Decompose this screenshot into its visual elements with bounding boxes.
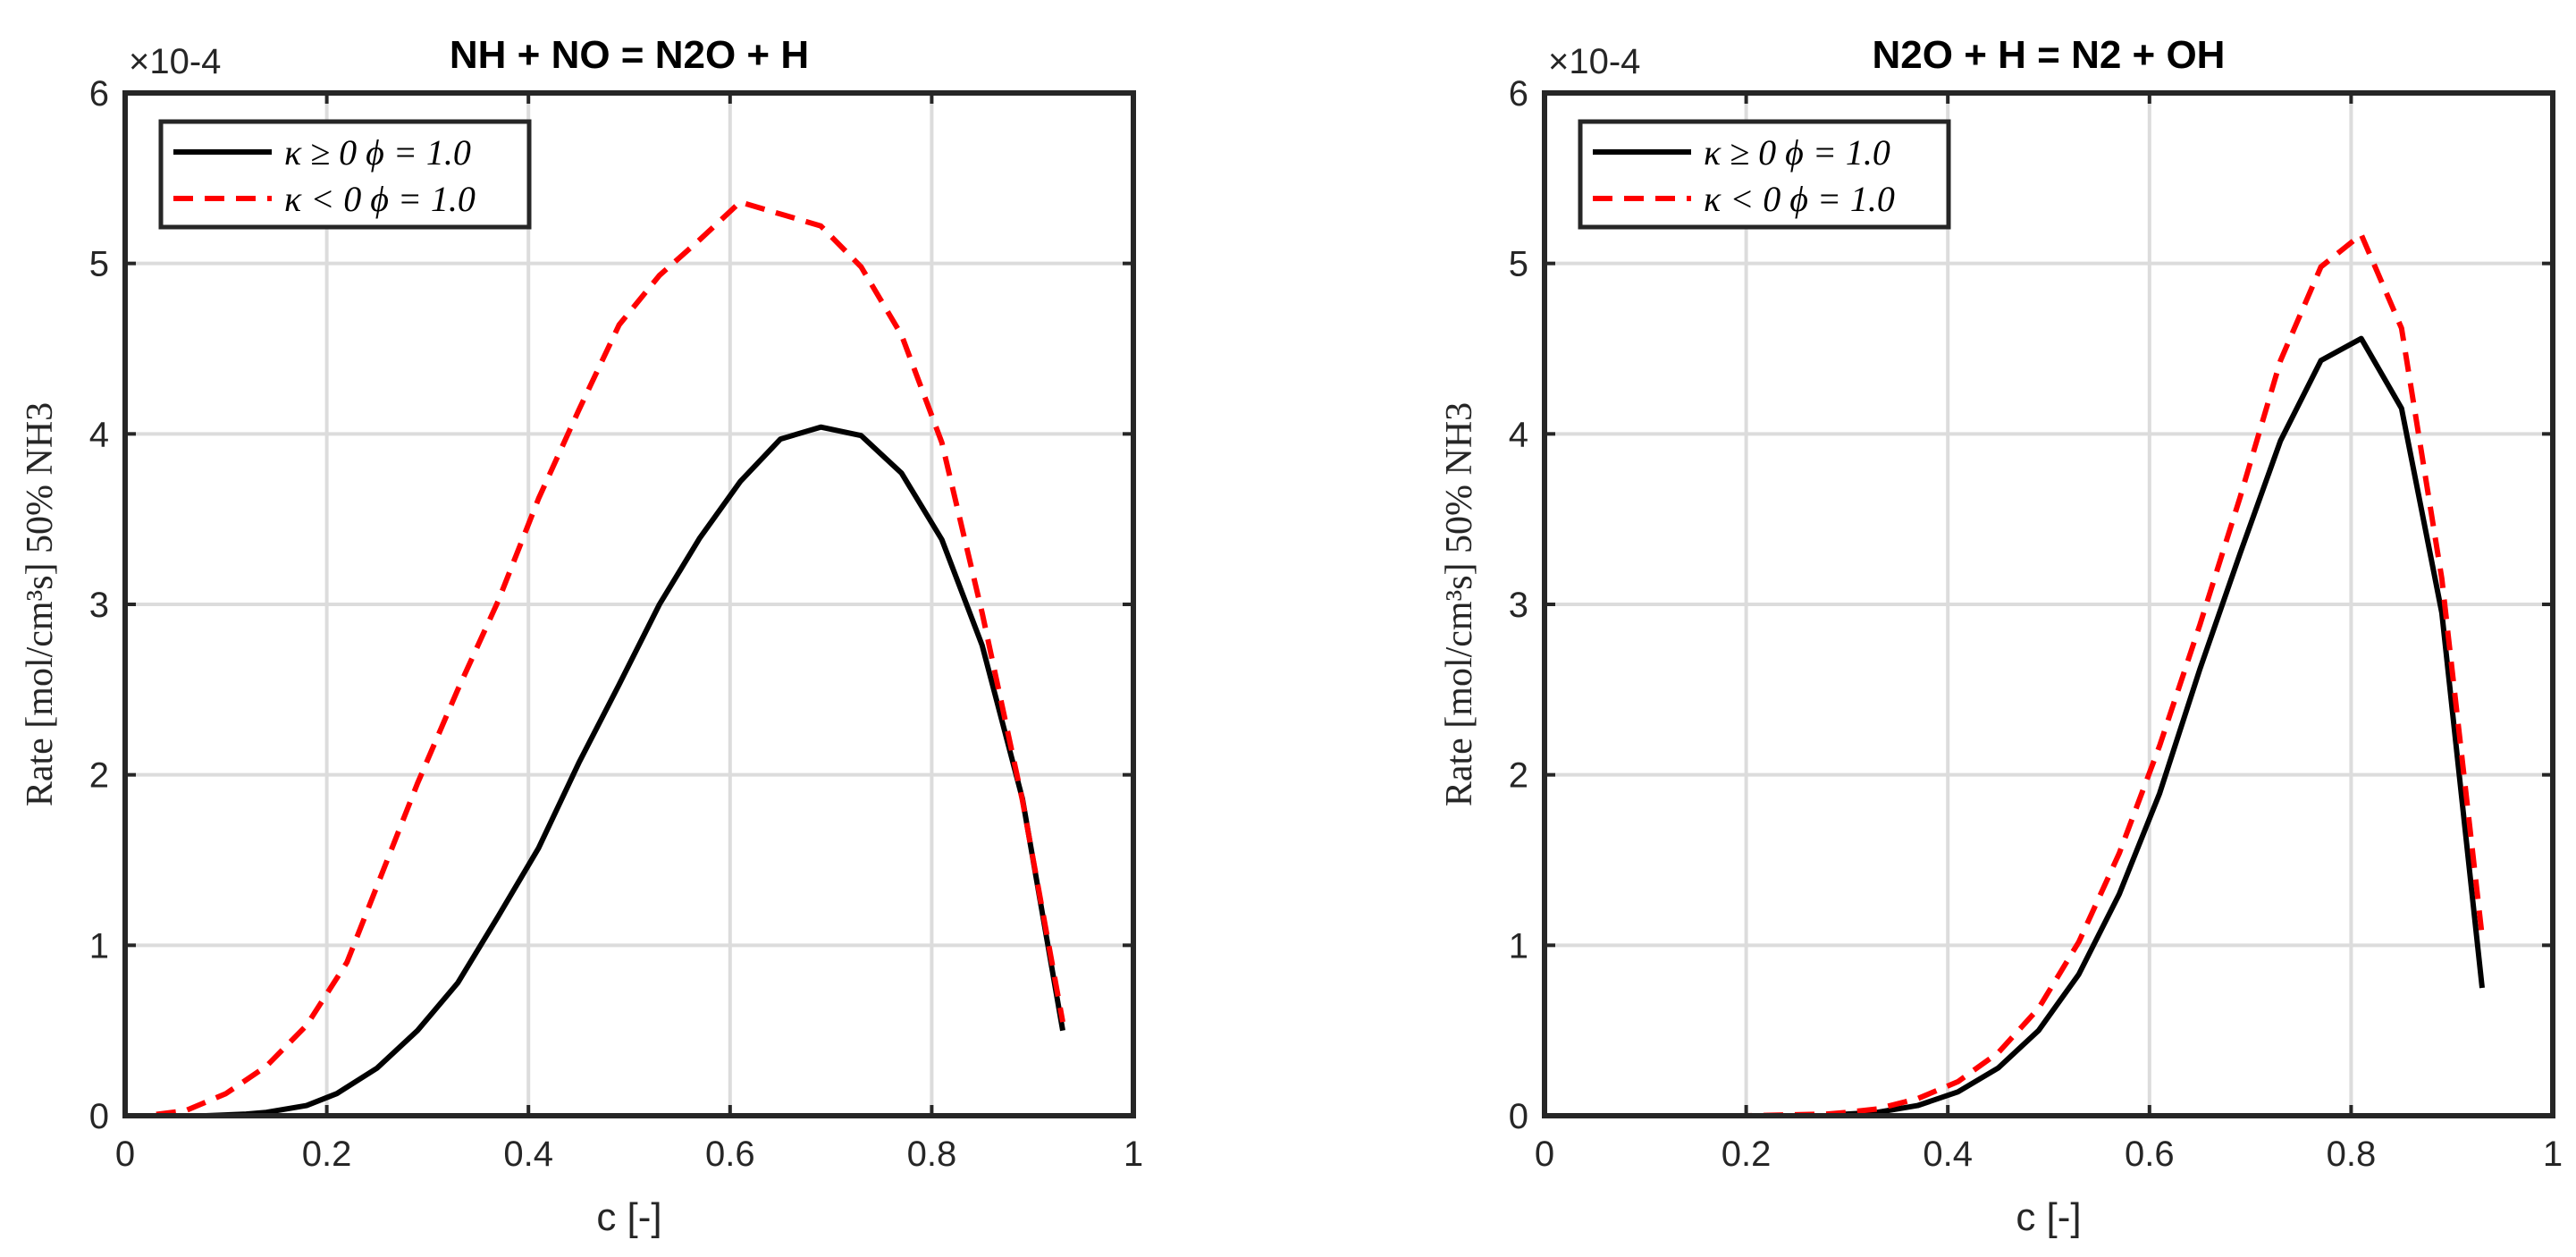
x-tick-label: 0.6 xyxy=(705,1135,755,1174)
y-tick-label: 2 xyxy=(89,756,109,796)
x-tick-label: 1 xyxy=(2543,1135,2563,1174)
legend-entry-label: κ ≥ 0 ϕ = 1.0 xyxy=(284,132,471,173)
x-tick-label: 0.8 xyxy=(907,1135,957,1174)
y-tick-label: 6 xyxy=(1509,74,1528,114)
y-tick-label: 0 xyxy=(1509,1097,1528,1136)
series-line-kappa-negative xyxy=(125,199,1065,1118)
y-tick-label: 4 xyxy=(89,415,109,454)
x-tick-label: 0 xyxy=(115,1135,135,1174)
y-tick-label: 2 xyxy=(1509,756,1528,796)
legend-entry-label: κ ≥ 0 ϕ = 1.0 xyxy=(1704,132,1890,173)
legend-entry-label: κ < 0 ϕ = 1.0 xyxy=(284,179,476,219)
x-axis-label: c [-] xyxy=(596,1195,661,1239)
y-tick-label: 3 xyxy=(89,586,109,625)
legend-entry-label: κ < 0 ϕ = 1.0 xyxy=(1704,179,1895,219)
y-axis-label: Rate [mol/cm³s] 50% NH3 xyxy=(20,402,61,806)
y-exponent-label: ×10-4 xyxy=(1548,42,1640,81)
series-line-kappa-nonnegative xyxy=(125,424,1065,1118)
x-tick-label: 0 xyxy=(1535,1135,1554,1174)
y-tick-label: 0 xyxy=(89,1097,109,1136)
legend-box xyxy=(1578,119,1951,230)
x-tick-label: 0.8 xyxy=(2327,1135,2377,1174)
x-tick-label: 0.4 xyxy=(503,1135,553,1174)
series-line-kappa-nonnegative xyxy=(1545,335,2485,1118)
y-tick-label: 1 xyxy=(1509,926,1528,966)
y-tick-label: 3 xyxy=(1509,586,1528,625)
x-axis-label: c [-] xyxy=(2016,1195,2081,1239)
x-tick-label: 1 xyxy=(1124,1135,1143,1174)
y-exponent-label: ×10-4 xyxy=(129,42,221,81)
y-tick-label: 4 xyxy=(1509,415,1528,454)
y-tick-label: 5 xyxy=(1509,245,1528,284)
chart-title: NH + NO = N2O + H xyxy=(450,33,809,77)
y-tick-label: 1 xyxy=(89,926,109,966)
chart-title: N2O + H = N2 + OH xyxy=(1873,33,2226,77)
y-axis-label: Rate [mol/cm³s] 50% NH3 xyxy=(1439,402,1480,806)
y-tick-label: 6 xyxy=(89,74,109,114)
x-tick-label: 0.6 xyxy=(2125,1135,2175,1174)
y-tick-label: 5 xyxy=(89,245,109,284)
x-tick-label: 0.2 xyxy=(1722,1135,1772,1174)
legend-box xyxy=(158,119,532,230)
x-tick-label: 0.4 xyxy=(1923,1135,1973,1174)
x-tick-label: 0.2 xyxy=(302,1135,352,1174)
series-line-kappa-negative xyxy=(1545,232,2485,1118)
